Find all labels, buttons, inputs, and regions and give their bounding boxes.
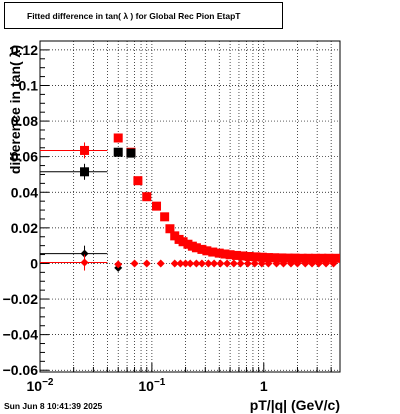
data-point-square bbox=[142, 192, 152, 202]
data-point-square bbox=[270, 253, 280, 263]
data-point-diamond bbox=[186, 259, 195, 268]
y-tick-label: 0.02 bbox=[11, 220, 38, 236]
plot-frame bbox=[39, 40, 341, 373]
data-point-diamond bbox=[257, 259, 266, 268]
data-point-square bbox=[225, 250, 235, 260]
chart-title-box: Fitted difference in tan( λ ) for Global… bbox=[4, 2, 283, 29]
y-tick-label: 0 bbox=[30, 255, 38, 271]
data-point-square bbox=[290, 253, 300, 263]
data-point-diamond bbox=[114, 260, 123, 269]
data-point-diamond bbox=[181, 259, 190, 268]
data-point-square bbox=[113, 133, 123, 143]
data-point-square bbox=[220, 249, 230, 259]
data-point-diamond bbox=[204, 259, 213, 268]
x-tick-label: 10−2 bbox=[27, 377, 54, 394]
data-point-diamond bbox=[176, 259, 185, 268]
data-point-diamond bbox=[156, 259, 165, 268]
data-point-square bbox=[133, 176, 143, 186]
data-layer bbox=[40, 133, 340, 272]
chart-title: Fitted difference in tan( λ ) for Global… bbox=[27, 10, 241, 21]
data-point-square bbox=[283, 253, 293, 263]
y-tick-label: 0.08 bbox=[11, 113, 38, 129]
data-point-diamond bbox=[322, 259, 331, 268]
y-tick-label: 0.06 bbox=[11, 149, 38, 165]
data-point-square bbox=[331, 253, 340, 263]
data-point-square bbox=[178, 237, 188, 247]
data-point-diamond bbox=[197, 259, 206, 268]
data-point-square bbox=[263, 253, 273, 263]
y-tick-label: −0.06 bbox=[3, 362, 39, 378]
y-tick-label: −0.04 bbox=[3, 327, 39, 343]
data-point-diamond bbox=[236, 259, 245, 268]
data-point-diamond bbox=[170, 259, 179, 268]
data-point-diamond bbox=[223, 259, 232, 268]
data-point-square bbox=[202, 246, 212, 256]
x-tick-label: 1 bbox=[260, 378, 268, 394]
data-point-square bbox=[126, 148, 136, 158]
data-point-diamond bbox=[229, 259, 238, 268]
data-point-square bbox=[244, 252, 254, 262]
y-tick-label: 0.12 bbox=[11, 42, 38, 58]
data-point-square bbox=[317, 253, 327, 263]
data-point-square bbox=[80, 145, 90, 155]
data-point-square bbox=[160, 212, 170, 222]
data-point-diamond bbox=[293, 259, 302, 268]
data-point-square bbox=[324, 253, 334, 263]
data-point-square bbox=[251, 252, 261, 262]
data-point-diamond bbox=[216, 259, 225, 268]
x-tick-label: 10−1 bbox=[138, 377, 165, 394]
data-point-diamond bbox=[130, 259, 139, 268]
y-axis-label: difference in tan( λ) bbox=[7, 45, 23, 174]
footer-timestamp: Sun Jun 8 10:41:39 2025 bbox=[4, 401, 103, 411]
data-point-square bbox=[80, 167, 90, 177]
data-point-diamond bbox=[272, 259, 281, 268]
data-point-diamond bbox=[210, 259, 219, 268]
data-point-diamond bbox=[243, 259, 252, 268]
data-point-diamond bbox=[142, 259, 151, 268]
data-point-square bbox=[191, 243, 201, 253]
data-point-diamond bbox=[264, 259, 273, 268]
data-point-diamond bbox=[314, 259, 323, 268]
data-point-square bbox=[257, 252, 267, 262]
data-point-diamond bbox=[286, 259, 295, 268]
data-point-square bbox=[113, 147, 123, 157]
y-tick-label: −0.02 bbox=[3, 291, 39, 307]
data-point-square bbox=[214, 248, 224, 258]
data-point-square bbox=[303, 253, 313, 263]
data-point-square bbox=[277, 253, 287, 263]
data-point-square bbox=[297, 253, 307, 263]
y-tick-label: 0.1 bbox=[19, 77, 39, 93]
data-point-diamond bbox=[80, 258, 89, 267]
data-point-square bbox=[311, 253, 321, 263]
data-point-square bbox=[208, 247, 218, 257]
data-point-square bbox=[165, 224, 175, 234]
data-point-diamond bbox=[192, 259, 201, 268]
data-point-diamond bbox=[80, 249, 89, 258]
data-point-diamond bbox=[250, 259, 259, 268]
y-tick-label: 0.04 bbox=[11, 184, 38, 200]
data-point-diamond bbox=[301, 259, 310, 268]
data-point-diamond bbox=[279, 259, 288, 268]
data-point-square bbox=[197, 244, 207, 254]
data-point-square bbox=[238, 251, 248, 261]
x-axis-label: pT/|q| (GeV/c) bbox=[250, 397, 340, 413]
data-point-square bbox=[152, 201, 162, 211]
data-point-diamond bbox=[329, 259, 338, 268]
data-point-diamond bbox=[308, 259, 317, 268]
data-point-square bbox=[231, 250, 241, 260]
